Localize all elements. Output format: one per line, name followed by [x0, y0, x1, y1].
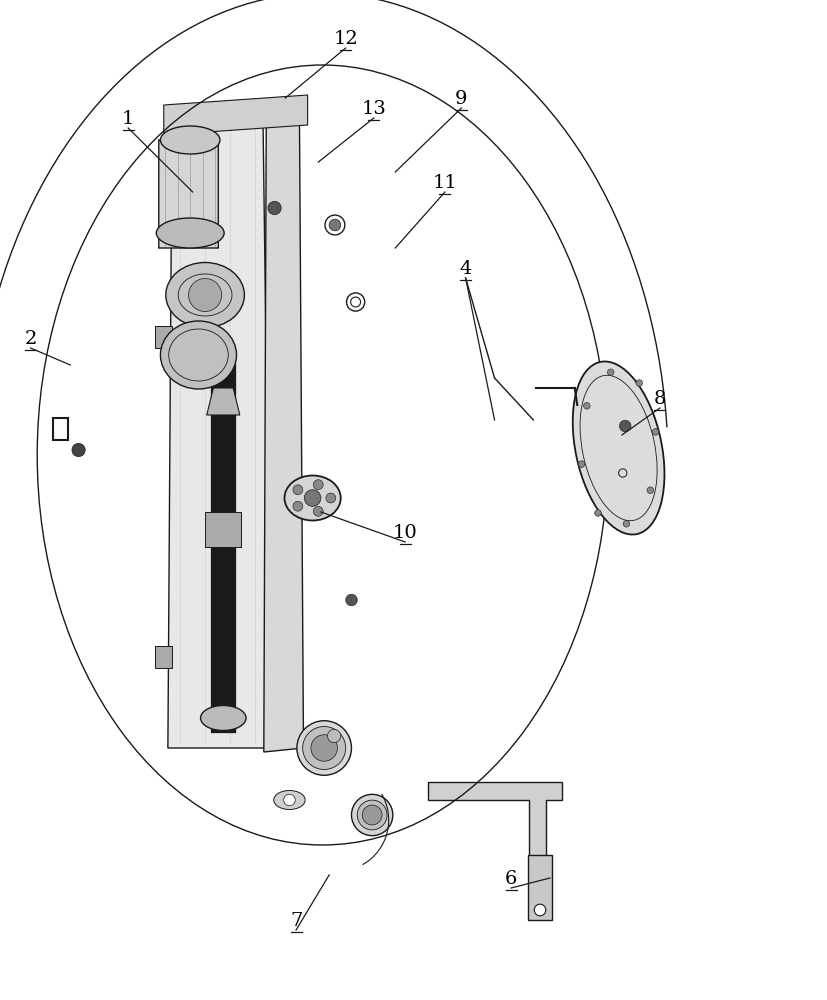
Ellipse shape: [200, 706, 246, 730]
Text: 8: 8: [654, 390, 666, 408]
Circle shape: [293, 501, 303, 511]
FancyBboxPatch shape: [205, 512, 241, 547]
Circle shape: [362, 805, 382, 825]
Circle shape: [347, 293, 365, 311]
Circle shape: [647, 487, 653, 493]
Circle shape: [325, 215, 345, 235]
Circle shape: [293, 485, 303, 495]
Polygon shape: [264, 105, 304, 752]
Ellipse shape: [573, 361, 664, 535]
Circle shape: [189, 278, 222, 312]
Circle shape: [297, 721, 351, 775]
Circle shape: [636, 380, 643, 386]
Polygon shape: [528, 855, 552, 920]
FancyBboxPatch shape: [155, 326, 172, 348]
Circle shape: [329, 219, 341, 231]
Circle shape: [313, 480, 323, 490]
Polygon shape: [428, 782, 562, 858]
Circle shape: [584, 403, 590, 409]
Circle shape: [346, 594, 357, 606]
Circle shape: [534, 904, 546, 916]
Ellipse shape: [160, 126, 220, 154]
Circle shape: [357, 800, 387, 830]
Circle shape: [624, 520, 630, 527]
Ellipse shape: [156, 218, 224, 248]
Text: 4: 4: [460, 260, 471, 278]
Text: 10: 10: [393, 524, 418, 542]
Circle shape: [72, 443, 85, 457]
Circle shape: [304, 490, 321, 506]
Text: 13: 13: [361, 100, 386, 118]
Circle shape: [284, 794, 295, 806]
Text: 7: 7: [290, 912, 302, 930]
Circle shape: [653, 429, 659, 435]
Text: 6: 6: [505, 870, 517, 888]
Polygon shape: [168, 118, 271, 748]
Circle shape: [351, 794, 393, 836]
Ellipse shape: [284, 476, 341, 520]
Ellipse shape: [165, 262, 245, 328]
Circle shape: [595, 510, 601, 516]
Text: 1: 1: [122, 110, 134, 128]
Polygon shape: [207, 388, 240, 415]
Circle shape: [268, 201, 281, 215]
Circle shape: [311, 735, 337, 761]
Polygon shape: [164, 95, 308, 135]
FancyBboxPatch shape: [155, 646, 172, 668]
Text: 11: 11: [433, 174, 457, 192]
Circle shape: [313, 506, 323, 516]
Circle shape: [578, 461, 585, 467]
Text: 9: 9: [455, 90, 468, 108]
Circle shape: [327, 729, 341, 743]
Ellipse shape: [160, 321, 237, 389]
Circle shape: [303, 726, 346, 770]
FancyBboxPatch shape: [159, 140, 218, 248]
Circle shape: [607, 369, 614, 376]
Text: 12: 12: [333, 30, 358, 48]
Circle shape: [326, 493, 336, 503]
Circle shape: [619, 420, 631, 432]
Ellipse shape: [274, 790, 305, 810]
Text: 2: 2: [25, 330, 36, 348]
